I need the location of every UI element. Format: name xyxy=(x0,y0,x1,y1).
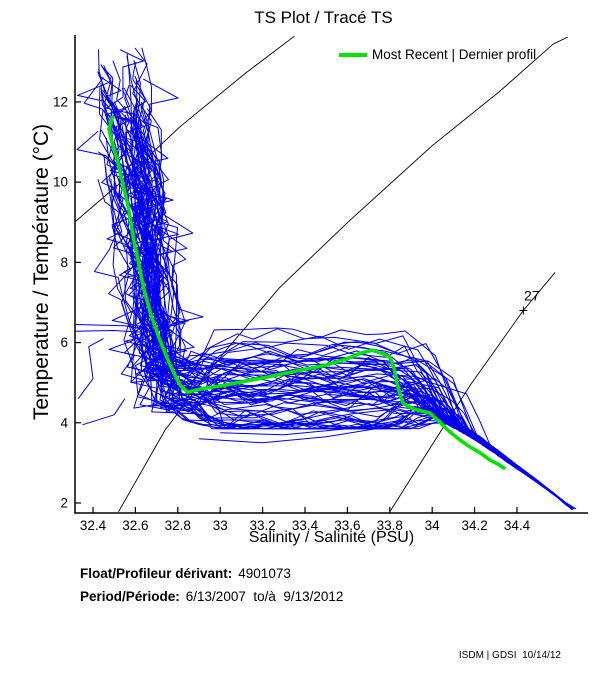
float-profile-line xyxy=(112,60,564,503)
x-axis-title: Salinity / Salinité (PSU) xyxy=(248,529,415,546)
period-label: Period/Période: xyxy=(80,589,180,604)
x-tick-label: 32.8 xyxy=(165,518,191,533)
float-profile-line xyxy=(140,106,567,504)
float-profile-strand xyxy=(220,418,412,436)
float-profile-line xyxy=(131,106,524,472)
float-profile-line xyxy=(123,105,575,510)
float-profile-line xyxy=(106,113,565,502)
y-tick-label: 6 xyxy=(60,335,68,350)
x-tick-label: 32.4 xyxy=(80,518,107,533)
x-tick-label: 34.2 xyxy=(461,518,487,533)
legend: Most Recent | Dernier profil xyxy=(339,47,536,62)
legend-line-icon xyxy=(339,52,367,57)
float-profile-strand xyxy=(74,324,140,329)
y-axis-title: Temperature / Température (°C) xyxy=(30,123,53,421)
float-id-label: Float/Profileur dérivant: xyxy=(80,566,233,581)
x-tick-label: 33.6 xyxy=(334,518,360,533)
y-tick-label: 2 xyxy=(60,495,68,510)
float-id-value: 4901073 xyxy=(238,566,291,581)
y-tick-label: 4 xyxy=(60,415,68,430)
float-profile-line xyxy=(135,145,571,508)
float-profile-line xyxy=(130,47,574,510)
x-tick-label: 33.8 xyxy=(377,518,403,533)
float-profile-line xyxy=(99,109,573,510)
float-profile-line xyxy=(131,78,565,503)
float-profile-line xyxy=(104,87,557,496)
y-tick-label: 12 xyxy=(53,94,68,109)
float-profile-strand xyxy=(82,398,126,426)
float-profile-line xyxy=(130,119,545,488)
most-recent-profile xyxy=(107,115,507,471)
most-recent-line xyxy=(107,115,507,471)
agency-stamp: ISDM | GDSI 10/14/12 xyxy=(458,650,561,661)
contour-plus-marker xyxy=(519,306,528,315)
x-tick-label: 34.4 xyxy=(504,518,531,533)
page-title: TS Plot / Tracé TS xyxy=(254,8,393,27)
x-tick-label: 34 xyxy=(425,518,441,533)
contour-label: 27 xyxy=(524,287,540,303)
float-profile-line xyxy=(116,143,542,484)
float-profile-line xyxy=(124,114,547,489)
float-profile-line xyxy=(132,61,574,511)
x-tick-label: 33.4 xyxy=(292,518,319,533)
period-value: 6/13/2007 to/à 9/13/2012 xyxy=(185,589,344,604)
float-profile-line xyxy=(128,136,548,489)
float-profile-strand xyxy=(198,424,401,444)
float-profile-line xyxy=(133,60,568,506)
float-profile-line xyxy=(113,101,530,478)
density-contour-line xyxy=(389,272,556,513)
float-profile-strand xyxy=(74,330,149,333)
float-profile-line xyxy=(139,78,553,493)
density-contour-line xyxy=(74,35,295,223)
y-tick-label: 8 xyxy=(60,255,68,270)
x-tick-label: 32.6 xyxy=(122,518,148,533)
float-profile-line xyxy=(118,85,577,510)
float-profile-line xyxy=(100,64,555,495)
float-profile-line xyxy=(124,172,544,486)
float-profile-line xyxy=(111,76,573,509)
float-profile-line xyxy=(132,119,554,493)
float-profile-line xyxy=(120,133,573,510)
axes: 32.4 32.6 32.8 33 33.2 33.4 33.6 33.8 34 34.2 34.4… xyxy=(53,35,588,533)
float-profile-line xyxy=(126,52,570,509)
x-tick-label: 33.2 xyxy=(249,518,275,533)
profile-ensemble xyxy=(74,47,577,511)
float-profile-line xyxy=(113,108,572,509)
float-profile-line xyxy=(139,138,546,489)
float-profile-line xyxy=(132,98,572,509)
y-tick-label: 10 xyxy=(53,175,68,190)
density-contour-line xyxy=(118,36,569,513)
float-profile-line xyxy=(102,89,530,476)
float-profile-line xyxy=(133,108,554,494)
float-id-line: Float/Profileur dérivant: 4901073 xyxy=(80,566,291,581)
float-profile-strand xyxy=(77,338,104,399)
float-profile-line xyxy=(126,55,546,489)
legend-label: Most Recent | Dernier profil xyxy=(372,47,537,62)
x-tick-label: 33 xyxy=(213,518,228,533)
float-profile-line xyxy=(123,87,553,494)
period-line: Period/Période: 6/13/2007 to/à 9/13/2012 xyxy=(80,589,343,604)
